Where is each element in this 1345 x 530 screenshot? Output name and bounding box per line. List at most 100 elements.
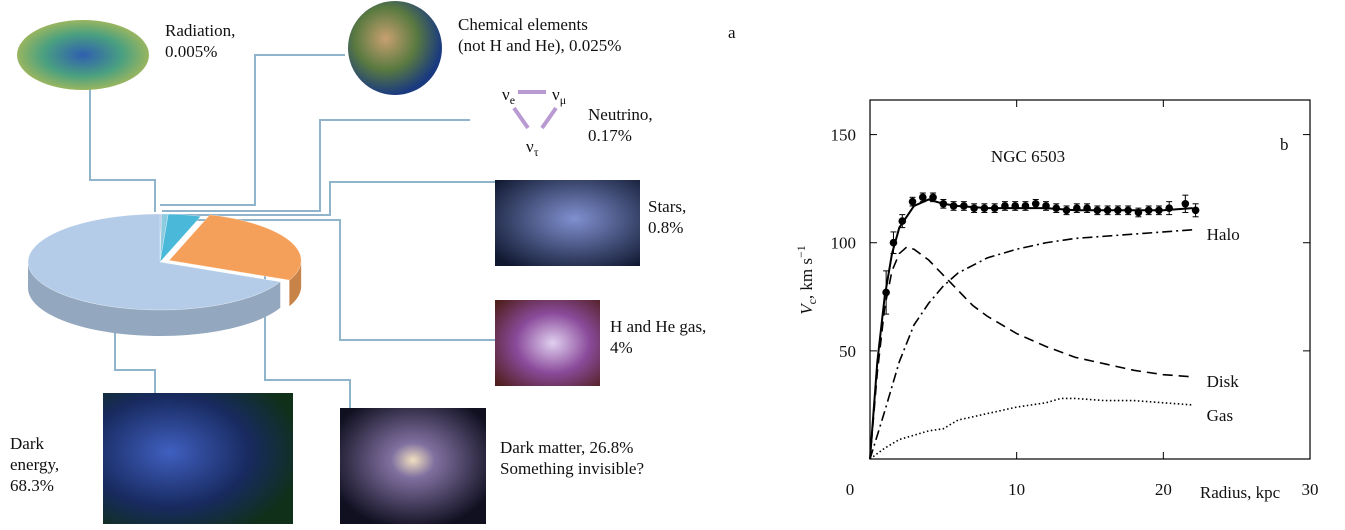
y-axis-label: Vc, km s−1 [794,245,819,315]
data-point [1181,200,1190,208]
pie-label: H and He gas, 4% [610,316,706,358]
data-point [1042,202,1050,210]
category-label: Chemical elements (not H and He), [458,15,588,55]
pie-slice-shade [289,260,302,307]
annotation: Something invisible? [500,459,645,478]
pie-label: Dark energy, 68.3% [10,433,59,496]
gas-image [495,300,600,386]
pie-label: Radiation, 0.005% [165,20,235,62]
data-point [1124,206,1132,215]
pie-slice-side [289,260,302,307]
category-label: Stars, [648,197,687,216]
value-label: 26.8% [589,438,634,457]
category-label: Neutrino, [588,105,653,124]
series-label: Halo [1207,225,1240,244]
nu: ν [502,85,510,104]
data-point [1062,206,1071,215]
data-point [908,197,917,206]
data-point [882,288,890,297]
series-line [869,246,1193,460]
data-point [990,204,999,212]
data-point [1165,204,1173,212]
data-point [1093,206,1102,215]
series-label: Disk [1207,372,1240,391]
data-point [1031,200,1040,208]
chart-title: NGC 6503 [991,147,1065,166]
category-label: H and He gas, [610,317,707,336]
value-label: 0.8% [648,218,684,237]
data-point [1144,206,1153,215]
data-point [939,200,948,208]
pie-slice [159,213,202,263]
nu: ν [526,137,534,156]
panel-label: a [728,23,736,42]
pie-label: Neutrino, 0.17% [588,104,653,146]
pie-label: Dark matter, 26.8% Something invisible? [500,437,644,479]
data-point [970,204,978,212]
data-point [949,202,958,210]
data-point [980,204,989,212]
neutrino-arrows [512,90,558,130]
series-label: Gas [1207,406,1233,425]
pie-slice [168,214,302,281]
x-tick-label: 0 [846,480,855,499]
nu-sub: τ [534,145,539,159]
plot-frame [869,99,1311,460]
data-point [1083,204,1091,212]
series-line [869,397,1193,460]
y-tick-label: 100 [831,234,857,253]
data-point [898,217,907,225]
value-label: 0.17% [588,126,632,145]
nu-sub: e [510,93,515,107]
value-label: 0.005% [165,42,218,61]
data-point [1011,202,1019,210]
neutrino-flavor: ντ [526,137,539,159]
data-point [1155,206,1163,215]
series-line [869,228,1193,460]
galaxy-image [340,408,486,524]
data-point [1001,202,1009,210]
data-point [1114,206,1122,215]
y-label-sup: −1 [794,245,808,258]
neutrino-flavor: νe [502,85,515,107]
y-tick-label: 50 [839,342,856,361]
radiation-image [17,20,149,90]
data-point [929,193,937,202]
panel-label: b [1280,135,1289,154]
data-point [1191,206,1200,215]
neutrino-flavor: νμ [552,85,566,107]
series-line [869,198,1193,460]
value-label: 68.3% [10,476,54,495]
pie-label: Stars, 0.8% [648,196,686,238]
category-label: Dark matter, [500,438,586,457]
data-point [1134,208,1143,217]
data-point [919,193,927,202]
data-point [1073,204,1081,212]
y-label-unit: , km s [797,258,816,299]
data-point [1103,206,1112,215]
pie-slice-side [28,262,281,336]
x-axis-label: Radius, kpc [1200,483,1281,502]
pie-slice [27,213,281,311]
data-point [960,202,968,210]
data-point [1052,204,1061,212]
earth-image [348,1,442,95]
pie-slice-shade [28,262,281,336]
data-point [889,238,898,247]
x-tick-label: 30 [1302,480,1319,499]
y-tick-label: 150 [831,126,857,145]
y-label-main: V [797,302,816,315]
stars-image [495,180,640,266]
nu-sub: μ [560,93,566,107]
pie-label: Chemical elements (not H and He), 0.025% [458,14,621,56]
nu: ν [552,85,560,104]
dark-energy-image [103,393,293,524]
x-tick-label: 20 [1155,480,1172,499]
value-label: 0.025% [568,36,622,55]
data-point [1021,202,1030,210]
leader-lines [89,54,495,408]
category-label: Dark energy, [10,434,60,474]
value-label: 4% [610,338,633,357]
